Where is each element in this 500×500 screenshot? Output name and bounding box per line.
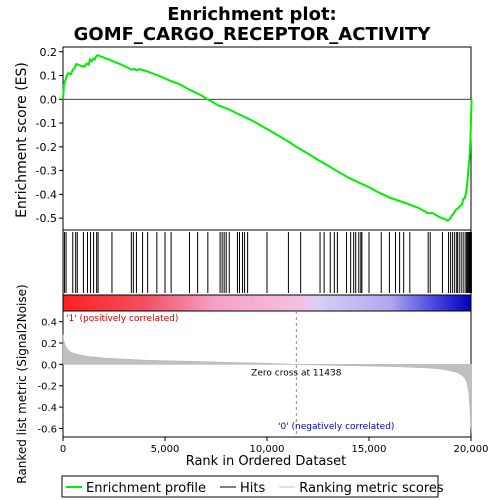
es-ylabel: Enrichment score (ES): [14, 62, 30, 218]
rank-xtick-label-1: 5,000: [151, 444, 180, 455]
rank-xlabel: Rank in Ordered Dataset: [186, 454, 347, 469]
es-ytick-label-6: -0.4: [36, 188, 57, 201]
es-ytick-label-0: 0.2: [40, 46, 58, 59]
ranking-panel-frame: [62, 310, 472, 438]
legend-label-1: Hits: [240, 481, 265, 496]
es-ytick-label-7: -0.5: [36, 212, 57, 225]
ranking-metric-area: [62, 334, 472, 434]
rank-ytick-label-0: 0.4: [41, 318, 57, 329]
rank-ytick-label-2: 0.0: [41, 360, 57, 371]
es-panel-frame: [62, 46, 472, 231]
legend: Enrichment profile Hits Ranking metric sco…: [66, 481, 444, 496]
enrichment-profile-line: [62, 53, 473, 222]
positive-label: '1' (positively correlated): [66, 314, 178, 324]
chart-title-line2: GOMF_CARGO_RECEPTOR_ACTIVITY: [74, 24, 432, 45]
rank-ylabel: Ranked list metric (Signal2Noise): [15, 284, 29, 483]
es-ytick-label-3: -0.1: [36, 117, 57, 130]
es-ytick-label-1: 0.1: [40, 70, 58, 83]
es-ytick-label-5: -0.3: [36, 165, 57, 178]
ranking-color-bar: [62, 294, 472, 312]
rank-ytick-label-5: -0.6: [37, 424, 57, 435]
rank-ytick-label-4: -0.4: [37, 403, 57, 414]
hits-markers: [63, 232, 472, 293]
rank-xtick-label-3: 15,000: [352, 444, 387, 455]
rank-xtick-label-0: 0: [60, 444, 66, 455]
rank-ytick-label-3: -0.2: [37, 382, 57, 393]
rank-xtick-label-4: 20,000: [454, 444, 489, 455]
chart-title: Enrichment plot:: [167, 4, 337, 25]
es-yaxis-ticks: 0.2 0.1 0.0 -0.1 -0.2 -0.3 -0.4 -0.5: [36, 46, 63, 225]
rank-xtick-label-2: 10,000: [250, 444, 285, 455]
rank-yaxis-ticks: 0.4 0.2 0.0 -0.2 -0.4 -0.6: [37, 318, 63, 435]
rank-xaxis-ticks: 0 5,000 10,000 15,000 20,000: [60, 437, 489, 455]
rank-ytick-label-1: 0.2: [41, 339, 57, 350]
es-ytick-label-4: -0.2: [36, 141, 57, 154]
negative-label: '0' (negatively correlated): [278, 422, 394, 432]
zero-cross-label: Zero cross at 11438: [251, 368, 342, 378]
legend-box: [61, 475, 439, 498]
legend-label-0: Enrichment profile: [86, 481, 206, 496]
legend-label-2: Ranking metric scores: [299, 481, 444, 496]
es-ytick-label-2: 0.0: [40, 93, 58, 106]
